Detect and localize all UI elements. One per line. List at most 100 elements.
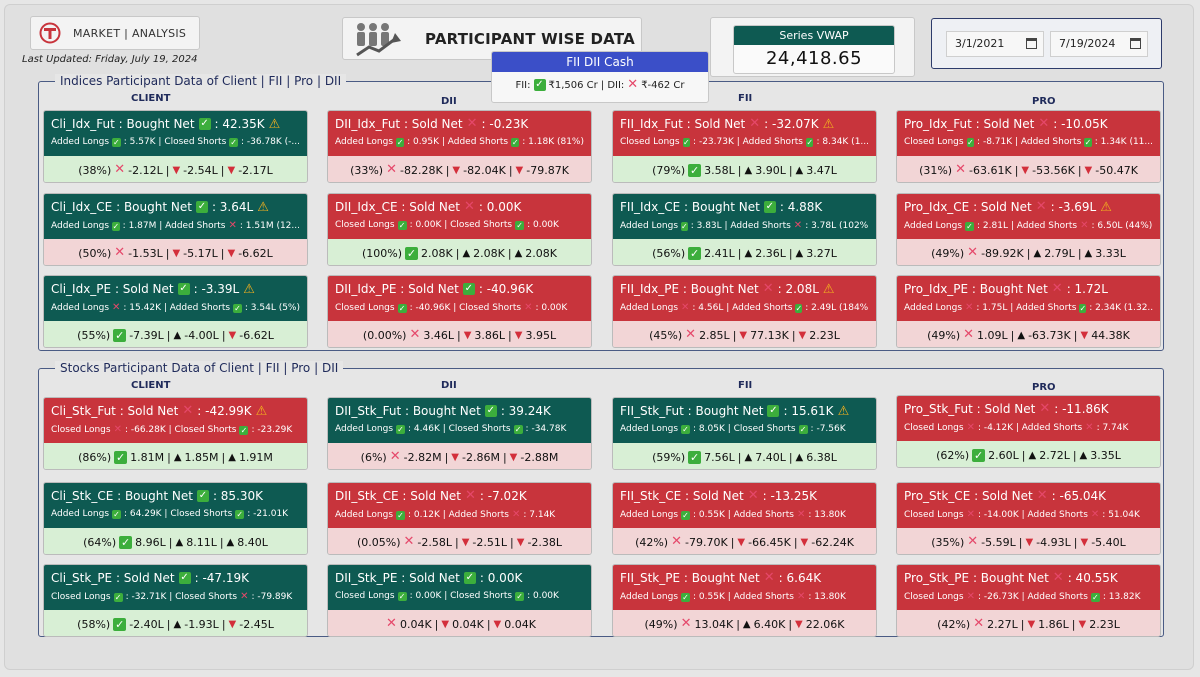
- oi-value-a: : 5.57K | Closed Shorts: [123, 137, 227, 147]
- down-arrow-icon: ▼: [463, 329, 472, 341]
- ratio-value-3: -79.87K: [526, 163, 569, 177]
- cross-icon: ✕: [389, 449, 401, 464]
- participant-card[interactable]: DII_Idx_CE : Sold Net ✕: 0.00K Closed Long…: [327, 193, 592, 266]
- oi-value-a: : 8.05K | Closed Shorts: [693, 424, 796, 434]
- up-arrow-icon: ▲: [795, 451, 804, 463]
- participant-card[interactable]: Cli_Stk_PE : Sold Net ✓: -47.19K Closed Lo…: [43, 564, 308, 637]
- oi-value-b: : -21.01K: [247, 509, 289, 519]
- separator: |: [1021, 448, 1026, 462]
- participant-card[interactable]: Cli_Idx_Fut : Bought Net ✓: 42.35K ⚠ Added …: [43, 110, 308, 183]
- net-position-line: DII_Idx_CE : Sold Net ✕: 0.00K: [335, 197, 584, 217]
- net-value: : -3.39L: [193, 282, 240, 296]
- ratio-line: (86%) ✓ 1.81M | ▲ 1.85M | ▲ 1.91M: [44, 443, 307, 469]
- cross-icon: ✕: [966, 509, 975, 520]
- participant-card[interactable]: DII_Stk_CE : Sold Net ✕: -7.02K Added Long…: [327, 482, 592, 555]
- instrument-label: Pro_Idx_Fut : Sold Net: [904, 117, 1035, 131]
- ratio-value-1: -79.70K: [685, 535, 728, 549]
- participant-card[interactable]: DII_Stk_PE : Sold Net ✓: 0.00K Closed Long…: [327, 564, 592, 637]
- ratio-value-3: 3.47L: [806, 163, 837, 177]
- participant-card[interactable]: DII_Idx_Fut : Sold Net ✕: -0.23K Added Lon…: [327, 110, 592, 183]
- ratio-percent: (64%): [83, 535, 117, 549]
- up-arrow-icon: ▲: [173, 618, 182, 630]
- warning-icon: ⚠: [268, 116, 281, 132]
- net-value: : -47.19K: [194, 571, 250, 585]
- calendar-icon[interactable]: [1130, 38, 1141, 49]
- ratio-value-3: 3.35L: [1090, 448, 1121, 462]
- down-arrow-icon: ▼: [227, 247, 236, 259]
- oi-breakdown-line: Closed Longs ✓: -8.71K | Added Shorts ✓: 1…: [904, 137, 1153, 147]
- participant-card[interactable]: FII_Idx_CE : Bought Net ✓: 4.88K Added Lon…: [612, 193, 877, 266]
- oi-value-a: : -26.73K | Added Shorts: [977, 592, 1088, 602]
- ratio-line: (38%) ✕ -2.12L | ▼ -2.54L | ▼ -2.17L: [44, 156, 307, 182]
- up-arrow-icon: ▲: [173, 329, 182, 341]
- participant-card[interactable]: Pro_Idx_Fut : Sold Net ✕: -10.05K Closed L…: [896, 110, 1161, 183]
- participant-card[interactable]: Pro_Idx_PE : Bought Net ✕: 1.72L Added Lon…: [896, 275, 1161, 348]
- net-value: : -13.25K: [762, 489, 818, 503]
- ratio-line: (31%) ✕ -63.61K | ▼ -53.56K | ▼ -50.47K: [897, 156, 1160, 182]
- participant-card[interactable]: DII_Stk_Fut : Bought Net ✓: 39.24K Added L…: [327, 397, 592, 470]
- participant-card[interactable]: Pro_Stk_Fut : Sold Net ✕: -11.86K Closed L…: [896, 395, 1161, 468]
- ratio-percent: (35%): [931, 535, 965, 549]
- card-header: DII_Stk_PE : Sold Net ✓: 0.00K Closed Long…: [328, 565, 591, 610]
- check-icon: ✓: [972, 448, 986, 462]
- down-arrow-icon: ▼: [441, 618, 450, 630]
- participant-card[interactable]: Pro_Stk_CE : Sold Net ✕: -65.04K Closed Lo…: [896, 482, 1161, 555]
- fii-value: ₹1,506 Cr: [548, 79, 598, 91]
- down-arrow-icon: ▼: [795, 618, 803, 630]
- ratio-value-2: 7.40L: [755, 450, 786, 464]
- net-position-line: DII_Idx_Fut : Sold Net ✕: -0.23K: [335, 114, 584, 134]
- oi-value-a: : 0.55K | Added Shorts: [693, 510, 794, 520]
- participant-card[interactable]: FII_Stk_PE : Bought Net ✕: 6.64K Added Lon…: [612, 564, 877, 637]
- up-arrow-icon: ▲: [462, 247, 471, 259]
- ratio-value-2: 1.86L: [1038, 617, 1069, 631]
- net-position-line: Cli_Idx_CE : Bought Net ✓: 3.64L ⚠: [51, 197, 300, 217]
- oi-breakdown-line: Added Longs ✕: 1.75L | Added Shorts ✓: 2.3…: [904, 302, 1153, 314]
- participant-card[interactable]: DII_Idx_PE : Sold Net ✓: -40.96K Closed Lo…: [327, 275, 592, 348]
- oi-value-a: : 2.81L | Added Shorts: [977, 221, 1078, 231]
- card-header: Cli_Stk_Fut : Sold Net ✕: -42.99K ⚠ Closed …: [44, 398, 307, 443]
- ratio-percent: (6%): [360, 450, 387, 464]
- instrument-label: Cli_Idx_PE : Sold Net: [51, 282, 174, 296]
- column-header-client: CLIENT: [131, 380, 171, 391]
- participant-card[interactable]: FII_Idx_Fut : Sold Net ✕: -32.07K ⚠ Closed …: [612, 110, 877, 183]
- ratio-value-1: 3.46L: [423, 328, 454, 342]
- separator: |: [455, 535, 459, 549]
- down-arrow-icon: ▼: [800, 536, 809, 548]
- net-value: : -0.23K: [481, 117, 529, 131]
- participant-card[interactable]: FII_Stk_Fut : Bought Net ✓: 15.61K ⚠ Added …: [612, 397, 877, 470]
- cross-icon: ✕: [966, 591, 975, 602]
- ratio-percent: (58%): [77, 617, 111, 631]
- separator: |: [793, 535, 798, 549]
- participant-card[interactable]: Cli_Stk_CE : Bought Net ✓: 85.30K Added Lo…: [43, 482, 308, 555]
- cross-icon: ✕: [796, 509, 806, 520]
- oi-label-a: Added Longs: [620, 592, 679, 602]
- oi-breakdown-line: Added Longs ✓: 1.87M | Added Shorts ✕: 1.5…: [51, 220, 300, 232]
- ratio-value-2: 3.90L: [755, 163, 786, 177]
- check-icon: ✓: [1084, 137, 1092, 147]
- card-header: Cli_Stk_PE : Sold Net ✓: -47.19K Closed Lo…: [44, 565, 307, 610]
- date-from-input[interactable]: 3/1/2021: [946, 31, 1044, 57]
- participant-card[interactable]: Cli_Stk_Fut : Sold Net ✕: -42.99K ⚠ Closed …: [43, 397, 308, 470]
- participant-card[interactable]: Pro_Stk_PE : Bought Net ✕: 40.55K Closed L…: [896, 564, 1161, 637]
- oi-breakdown-line: Added Longs ✓: 2.81L | Added Shorts ✕: 6.5…: [904, 220, 1153, 232]
- oi-breakdown-line: Closed Longs ✓: 0.00K | Closed Shorts ✓: 0…: [335, 591, 584, 601]
- ratio-percent: (0.05%): [356, 535, 401, 549]
- participant-card[interactable]: Cli_Idx_CE : Bought Net ✓: 3.64L ⚠ Added Lo…: [43, 193, 308, 266]
- participant-card[interactable]: FII_Stk_CE : Sold Net ✕: -13.25K Added Lon…: [612, 482, 877, 555]
- warning-icon: ⚠: [822, 281, 835, 297]
- participant-card[interactable]: FII_Idx_PE : Bought Net ✕: 2.08L ⚠ Added Lo…: [612, 275, 877, 348]
- instrument-label: FII_Idx_CE : Bought Net: [620, 200, 760, 214]
- separator: |: [455, 246, 460, 260]
- card-header: DII_Stk_Fut : Bought Net ✓: 39.24K Added L…: [328, 398, 591, 443]
- ratio-value-2: -5.17L: [183, 246, 218, 260]
- calendar-icon[interactable]: [1026, 38, 1037, 49]
- participant-card[interactable]: Pro_Idx_CE : Sold Net ✕: -3.69L ⚠ Added Lon…: [896, 193, 1161, 266]
- separator: |: [737, 450, 742, 464]
- ratio-value-3: 1.91M: [238, 450, 273, 464]
- down-arrow-icon: ▼: [1080, 329, 1089, 341]
- oi-breakdown-line: Added Longs ✓: 0.55K | Added Shorts ✕: 13.…: [620, 509, 869, 521]
- up-arrow-icon: ▲: [1033, 247, 1042, 259]
- participant-card[interactable]: Cli_Idx_PE : Sold Net ✓: -3.39L ⚠ Added Lon…: [43, 275, 308, 348]
- date-to-input[interactable]: 7/19/2024: [1050, 31, 1148, 57]
- down-arrow-icon: ▼: [1021, 164, 1030, 176]
